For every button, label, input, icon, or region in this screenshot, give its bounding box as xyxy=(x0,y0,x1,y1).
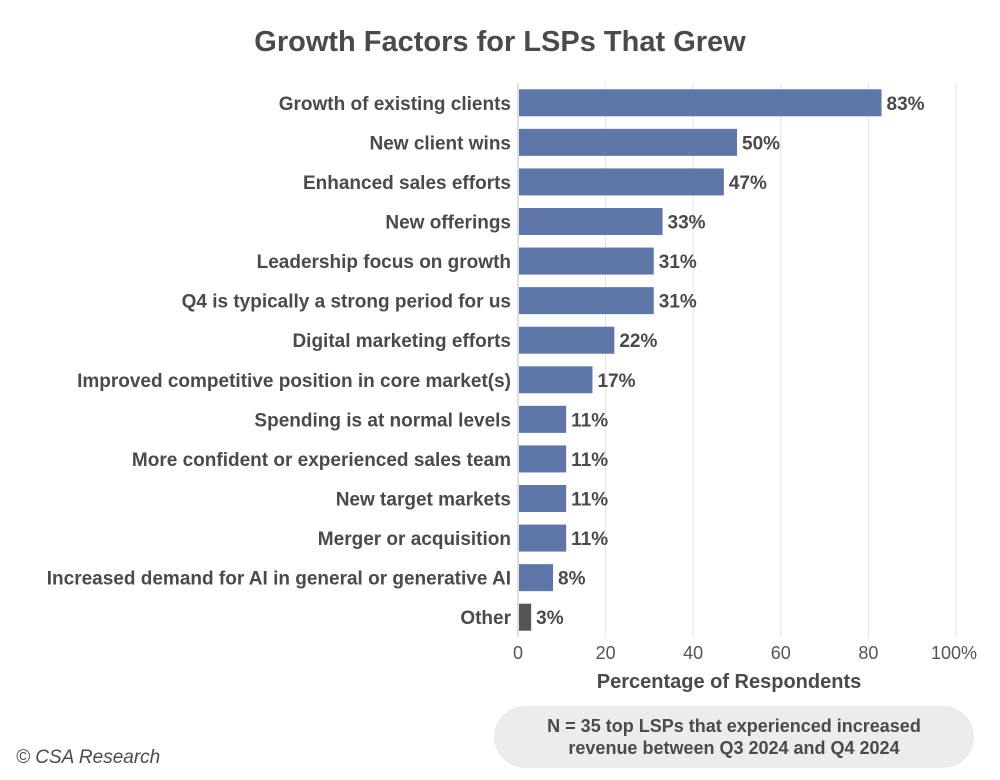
value-label: 8% xyxy=(558,569,586,590)
category-label: Enhanced sales efforts xyxy=(303,173,511,194)
category-label: Leadership focus on growth xyxy=(257,252,511,273)
value-label: 33% xyxy=(668,213,706,234)
bar xyxy=(519,366,593,394)
sample-size-note: N = 35 top LSPs that experienced increas… xyxy=(494,706,974,768)
bar xyxy=(519,89,882,117)
value-label: 83% xyxy=(887,94,925,115)
value-label: 17% xyxy=(597,371,635,392)
value-label: 47% xyxy=(729,173,767,194)
bar xyxy=(519,287,654,315)
note-line-1: N = 35 top LSPs that experienced increas… xyxy=(547,716,921,736)
bar xyxy=(519,168,724,196)
x-tick-label: 40 xyxy=(683,643,703,663)
bar xyxy=(519,128,737,156)
bar xyxy=(519,524,567,552)
category-label: Other xyxy=(460,608,511,629)
x-tick-label: 20 xyxy=(596,643,616,663)
bar xyxy=(519,247,654,275)
x-axis-title: Percentage of Respondents xyxy=(597,671,862,693)
category-label: Q4 is typically a strong period for us xyxy=(182,292,511,313)
category-label: New client wins xyxy=(370,133,511,154)
bar xyxy=(519,564,554,592)
chart-title: Growth Factors for LSPs That Grew xyxy=(254,26,746,58)
category-label: Improved competitive position in core ma… xyxy=(77,371,511,392)
note-line-2: revenue between Q3 2024 and Q4 2024 xyxy=(568,738,900,758)
value-label: 31% xyxy=(659,292,697,313)
category-label: Merger or acquisition xyxy=(318,529,511,550)
category-label: Increased demand for AI in general or ge… xyxy=(47,569,511,590)
value-label: 11% xyxy=(571,529,608,550)
category-label: Spending is at normal levels xyxy=(254,410,511,431)
bar xyxy=(519,485,567,512)
x-tick-label: 0 xyxy=(513,643,523,663)
value-label: 31% xyxy=(659,252,697,273)
value-label: 11% xyxy=(571,450,608,471)
category-label: More confident or experienced sales team xyxy=(132,450,511,471)
category-label: Growth of existing clients xyxy=(279,94,511,115)
value-label: 22% xyxy=(619,331,657,352)
category-label: New offerings xyxy=(385,213,511,234)
x-tick-label: 80 xyxy=(858,643,878,663)
bar xyxy=(519,405,567,433)
bar xyxy=(519,208,663,235)
bar xyxy=(519,445,567,473)
value-label: 11% xyxy=(571,410,608,431)
category-label: New target markets xyxy=(336,490,511,511)
copyright-notice: © CSA Research xyxy=(16,747,161,768)
x-tick-label: 100% xyxy=(931,643,977,663)
category-label: Digital marketing efforts xyxy=(292,331,511,352)
value-label: 50% xyxy=(742,133,780,154)
value-label: 3% xyxy=(536,608,564,629)
bar xyxy=(519,326,615,354)
value-label: 11% xyxy=(571,490,608,511)
x-tick-label: 60 xyxy=(771,643,791,663)
bar-chart: 0 20 40 60 80 100% Growth of existing clients 8… xyxy=(47,83,977,693)
bar xyxy=(519,603,532,631)
